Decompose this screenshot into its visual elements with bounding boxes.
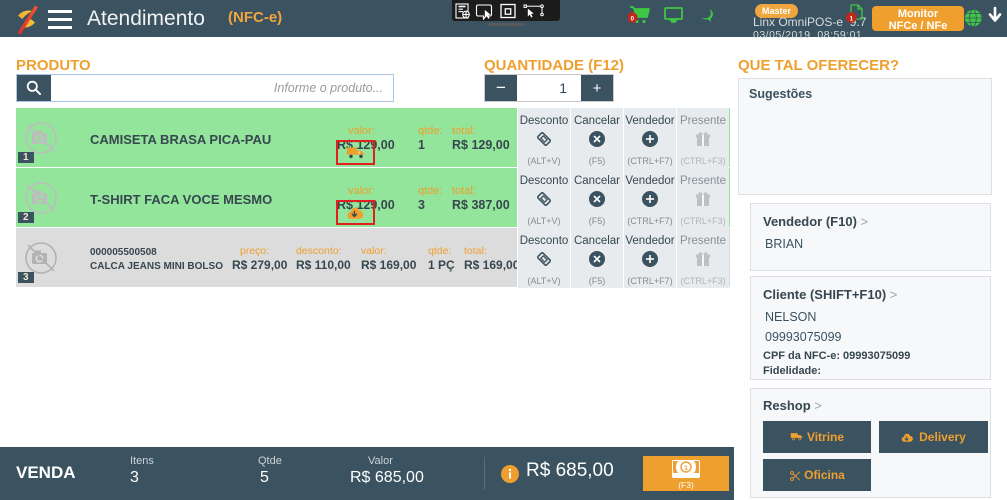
svg-text:1: 1: [850, 15, 854, 22]
svg-text:1: 1: [684, 465, 688, 472]
